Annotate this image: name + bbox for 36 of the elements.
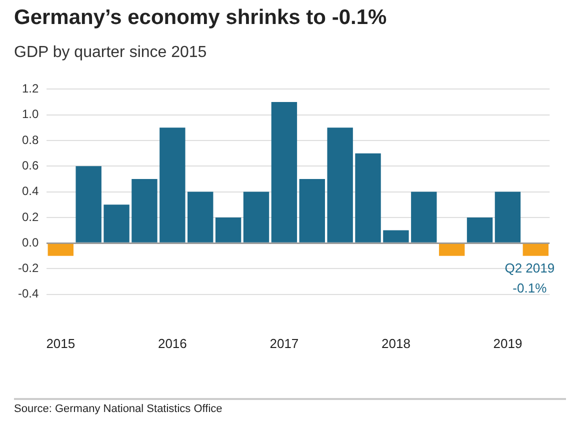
bar: [215, 217, 242, 242]
bar: [243, 192, 270, 242]
y-tick-label: 0.0: [22, 235, 39, 250]
bar: [494, 192, 521, 242]
bar: [104, 204, 130, 242]
bar: [411, 192, 437, 242]
y-tick-label: 0.4: [22, 184, 39, 198]
y-tick-label: 1.2: [22, 82, 39, 96]
bar: [466, 217, 493, 242]
y-tick-label: 0.6: [22, 158, 39, 172]
x-tick-label: 2015: [46, 336, 76, 351]
chart-title: Germany’s economy shrinks to -0.1%: [14, 6, 387, 30]
chart-subtitle: GDP by quarter since 2015: [14, 44, 207, 62]
bar: [327, 128, 353, 242]
bar: [355, 153, 381, 242]
y-tick-label: 1.0: [22, 107, 39, 122]
x-tick-label: 2016: [158, 336, 187, 351]
y-tick-label: -0.4: [18, 286, 39, 301]
x-tick-label: 2019: [493, 336, 522, 351]
y-tick-label: 0.2: [22, 210, 39, 224]
x-tick-label: 2018: [381, 336, 410, 351]
bar: [299, 178, 325, 242]
bar: [383, 230, 409, 242]
bar: [188, 192, 214, 242]
y-tick-label: 0.8: [22, 132, 39, 147]
y-tick-label: -0.2: [18, 261, 39, 276]
x-tick-label: 2017: [270, 336, 299, 351]
bar: [48, 244, 74, 256]
bar: [132, 178, 158, 242]
bar: [271, 102, 298, 242]
bar: [438, 244, 465, 256]
source-note: Source: Germany National Statistics Office: [14, 398, 566, 415]
annotation: Q2 2019 -0.1%: [504, 260, 555, 296]
bar: [76, 166, 102, 242]
bar: [522, 244, 549, 256]
bar: [160, 128, 186, 242]
